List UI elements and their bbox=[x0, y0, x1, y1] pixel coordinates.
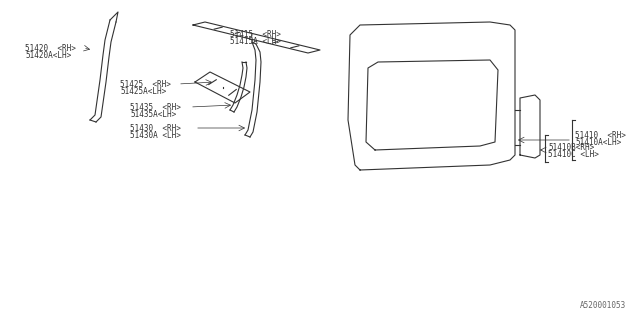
Text: 51430A <LH>: 51430A <LH> bbox=[130, 131, 181, 140]
Text: 51415  <RH>: 51415 <RH> bbox=[230, 29, 281, 38]
Text: 51410  <RH>: 51410 <RH> bbox=[575, 131, 626, 140]
Text: 51435A<LH>: 51435A<LH> bbox=[130, 109, 176, 118]
Text: 51415A <LH>: 51415A <LH> bbox=[230, 36, 281, 45]
Text: 51410C <LH>: 51410C <LH> bbox=[548, 149, 599, 158]
Text: 51410A<LH>: 51410A<LH> bbox=[575, 138, 621, 147]
Text: 51420  <RH>: 51420 <RH> bbox=[25, 44, 76, 52]
Text: 51425  <RH>: 51425 <RH> bbox=[120, 79, 171, 89]
Text: 51435  <RH>: 51435 <RH> bbox=[130, 102, 181, 111]
Text: 51420A<LH>: 51420A<LH> bbox=[25, 51, 71, 60]
Text: 51410B<RH>: 51410B<RH> bbox=[548, 142, 595, 151]
Text: 51430  <RH>: 51430 <RH> bbox=[130, 124, 181, 132]
Text: A520001053: A520001053 bbox=[580, 301, 627, 310]
Text: 51425A<LH>: 51425A<LH> bbox=[120, 86, 166, 95]
